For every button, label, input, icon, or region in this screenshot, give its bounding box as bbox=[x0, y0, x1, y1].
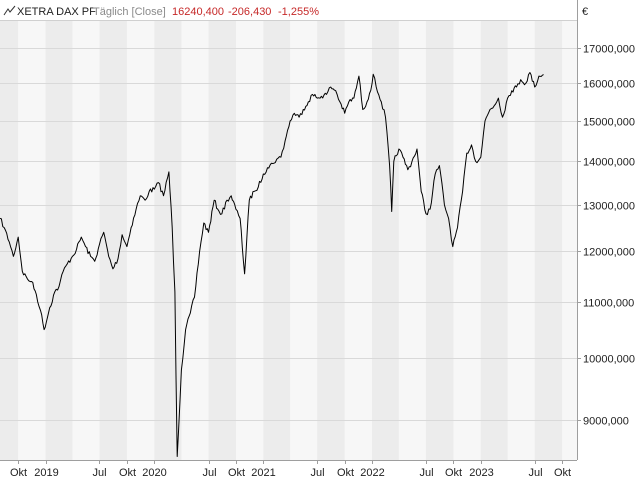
x-tick-label: Okt bbox=[10, 467, 27, 479]
change-percent: -1,255% bbox=[278, 6, 319, 18]
x-tick-label: 2020 bbox=[142, 467, 166, 479]
chart-header: XETRA DAX PF Täglich [Close] 16240,400 -… bbox=[3, 5, 319, 18]
x-tick-label: Okt bbox=[554, 467, 571, 479]
y-tick-label: 12000,000 bbox=[583, 247, 635, 259]
instrument-name: XETRA DAX PF bbox=[17, 6, 96, 18]
y-tick-label: 9000,000 bbox=[583, 416, 629, 428]
period-band-10 bbox=[534, 21, 563, 460]
price-series-line bbox=[0, 72, 544, 457]
x-tick-label: Jul bbox=[202, 467, 216, 479]
period-band-8 bbox=[425, 21, 454, 460]
period-band-7 bbox=[372, 21, 399, 460]
x-tick-label: Jul bbox=[528, 467, 542, 479]
y-tick-label: 15000,000 bbox=[583, 117, 635, 129]
x-tick-label: 2019 bbox=[34, 467, 58, 479]
currency-label: € bbox=[582, 6, 588, 18]
y-axis: 9000,000 10000,000 11000,000 12000,000 13000… bbox=[577, 44, 635, 428]
period-band-9 bbox=[480, 21, 508, 460]
interval-label: Täglich [Close] bbox=[93, 6, 166, 18]
x-tick-label: 2021 bbox=[251, 467, 275, 479]
last-value: 16240,400 bbox=[172, 6, 224, 18]
x-tick-label: Okt bbox=[119, 467, 136, 479]
y-tick-label: 14000,000 bbox=[583, 157, 635, 169]
period-band-4 bbox=[208, 21, 236, 460]
x-tick-label: Jul bbox=[419, 467, 433, 479]
y-tick-label: 10000,000 bbox=[583, 354, 635, 366]
line-chart-icon bbox=[3, 5, 16, 16]
period-band-1 bbox=[45, 21, 73, 460]
period-band-6 bbox=[317, 21, 345, 460]
x-tick-label: Okt bbox=[228, 467, 245, 479]
x-tick-label: 2022 bbox=[360, 467, 384, 479]
x-tick-label: Okt bbox=[445, 467, 462, 479]
x-tick-label: Jul bbox=[92, 467, 106, 479]
grid-lines bbox=[0, 48, 577, 421]
y-tick-label: 16000,000 bbox=[583, 79, 635, 91]
change-value: -206,430 bbox=[228, 6, 271, 18]
x-tick-label: Jul bbox=[310, 467, 324, 479]
x-tick-label: Okt bbox=[337, 467, 354, 479]
period-band-3 bbox=[154, 21, 182, 460]
x-tick-label: 2023 bbox=[469, 467, 493, 479]
period-bands bbox=[0, 21, 563, 460]
period-band-2 bbox=[99, 21, 127, 460]
y-tick-label: 11000,000 bbox=[583, 298, 634, 310]
x-axis: Okt 2019 Jul Okt 2020 Jul Okt 2021 Jul Okt 2022 Jul… bbox=[10, 460, 571, 479]
y-tick-label: 13000,000 bbox=[583, 201, 635, 213]
y-tick-label: 17000,000 bbox=[583, 44, 635, 56]
period-band-5 bbox=[263, 21, 291, 460]
